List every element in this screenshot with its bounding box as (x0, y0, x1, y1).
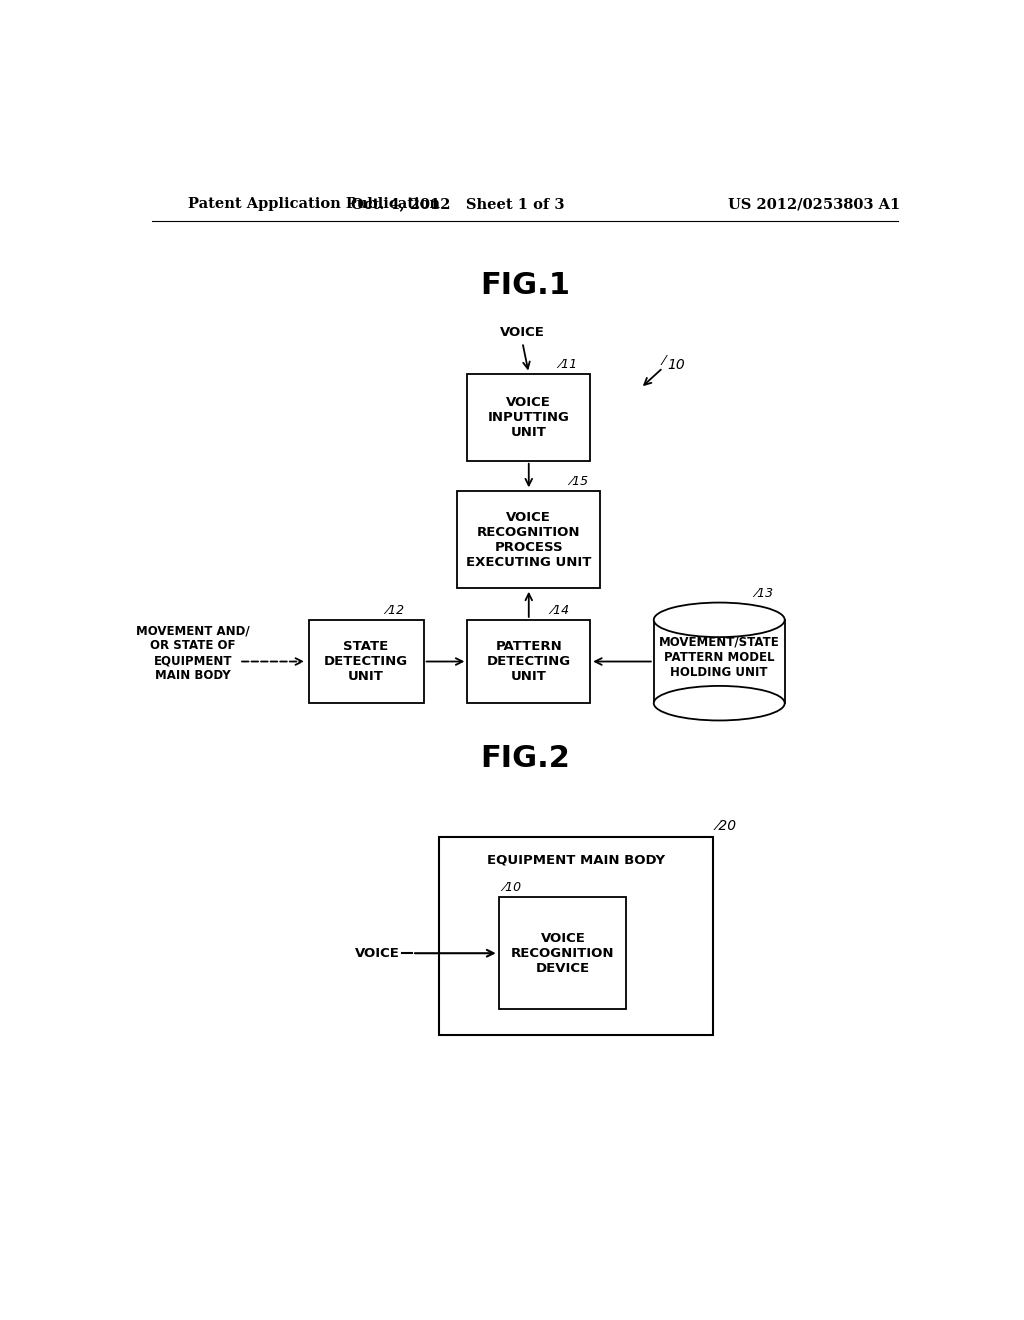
Bar (467, 375, 590, 461)
Bar (308, 620, 424, 704)
Text: ⁄12: ⁄12 (386, 603, 404, 616)
Ellipse shape (653, 686, 784, 721)
Text: MOVEMENT/STATE
PATTERN MODEL
HOLDING UNIT: MOVEMENT/STATE PATTERN MODEL HOLDING UNI… (658, 636, 779, 678)
Text: PATTERN
DETECTING
UNIT: PATTERN DETECTING UNIT (486, 640, 570, 682)
Text: Patent Application Publication: Patent Application Publication (187, 197, 439, 211)
Text: VOICE: VOICE (500, 326, 545, 339)
Text: FIG.1: FIG.1 (480, 271, 569, 300)
Text: VOICE
RECOGNITION
DEVICE: VOICE RECOGNITION DEVICE (511, 932, 614, 974)
Text: FIG.2: FIG.2 (480, 743, 569, 772)
Text: ⁄15: ⁄15 (570, 475, 588, 488)
Bar (653, 620, 784, 704)
Bar (500, 898, 627, 1008)
Text: ⁄20: ⁄20 (717, 818, 736, 833)
Text: ⁄13: ⁄13 (755, 586, 773, 599)
Text: ⁄11: ⁄11 (559, 358, 578, 371)
Text: MOVEMENT AND/
OR STATE OF
EQUIPMENT
MAIN BODY: MOVEMENT AND/ OR STATE OF EQUIPMENT MAIN… (136, 624, 250, 682)
Text: 10: 10 (668, 358, 685, 372)
Text: STATE
DETECTING
UNIT: STATE DETECTING UNIT (324, 640, 409, 682)
Text: EQUIPMENT MAIN BODY: EQUIPMENT MAIN BODY (487, 853, 666, 866)
Text: US 2012/0253803 A1: US 2012/0253803 A1 (728, 197, 900, 211)
Text: Oct. 4, 2012   Sheet 1 of 3: Oct. 4, 2012 Sheet 1 of 3 (350, 197, 564, 211)
Bar (458, 491, 600, 587)
Text: ⁄: ⁄ (663, 354, 665, 368)
Text: VOICE
RECOGNITION
PROCESS
EXECUTING UNIT: VOICE RECOGNITION PROCESS EXECUTING UNIT (466, 511, 592, 569)
Text: VOICE
INPUTTING
UNIT: VOICE INPUTTING UNIT (487, 396, 569, 440)
Ellipse shape (653, 602, 784, 638)
Text: VOICE: VOICE (355, 946, 400, 960)
Text: ⁄14: ⁄14 (551, 603, 569, 616)
Bar (467, 620, 590, 704)
Text: ⁄10: ⁄10 (504, 882, 521, 894)
Bar (439, 837, 714, 1035)
